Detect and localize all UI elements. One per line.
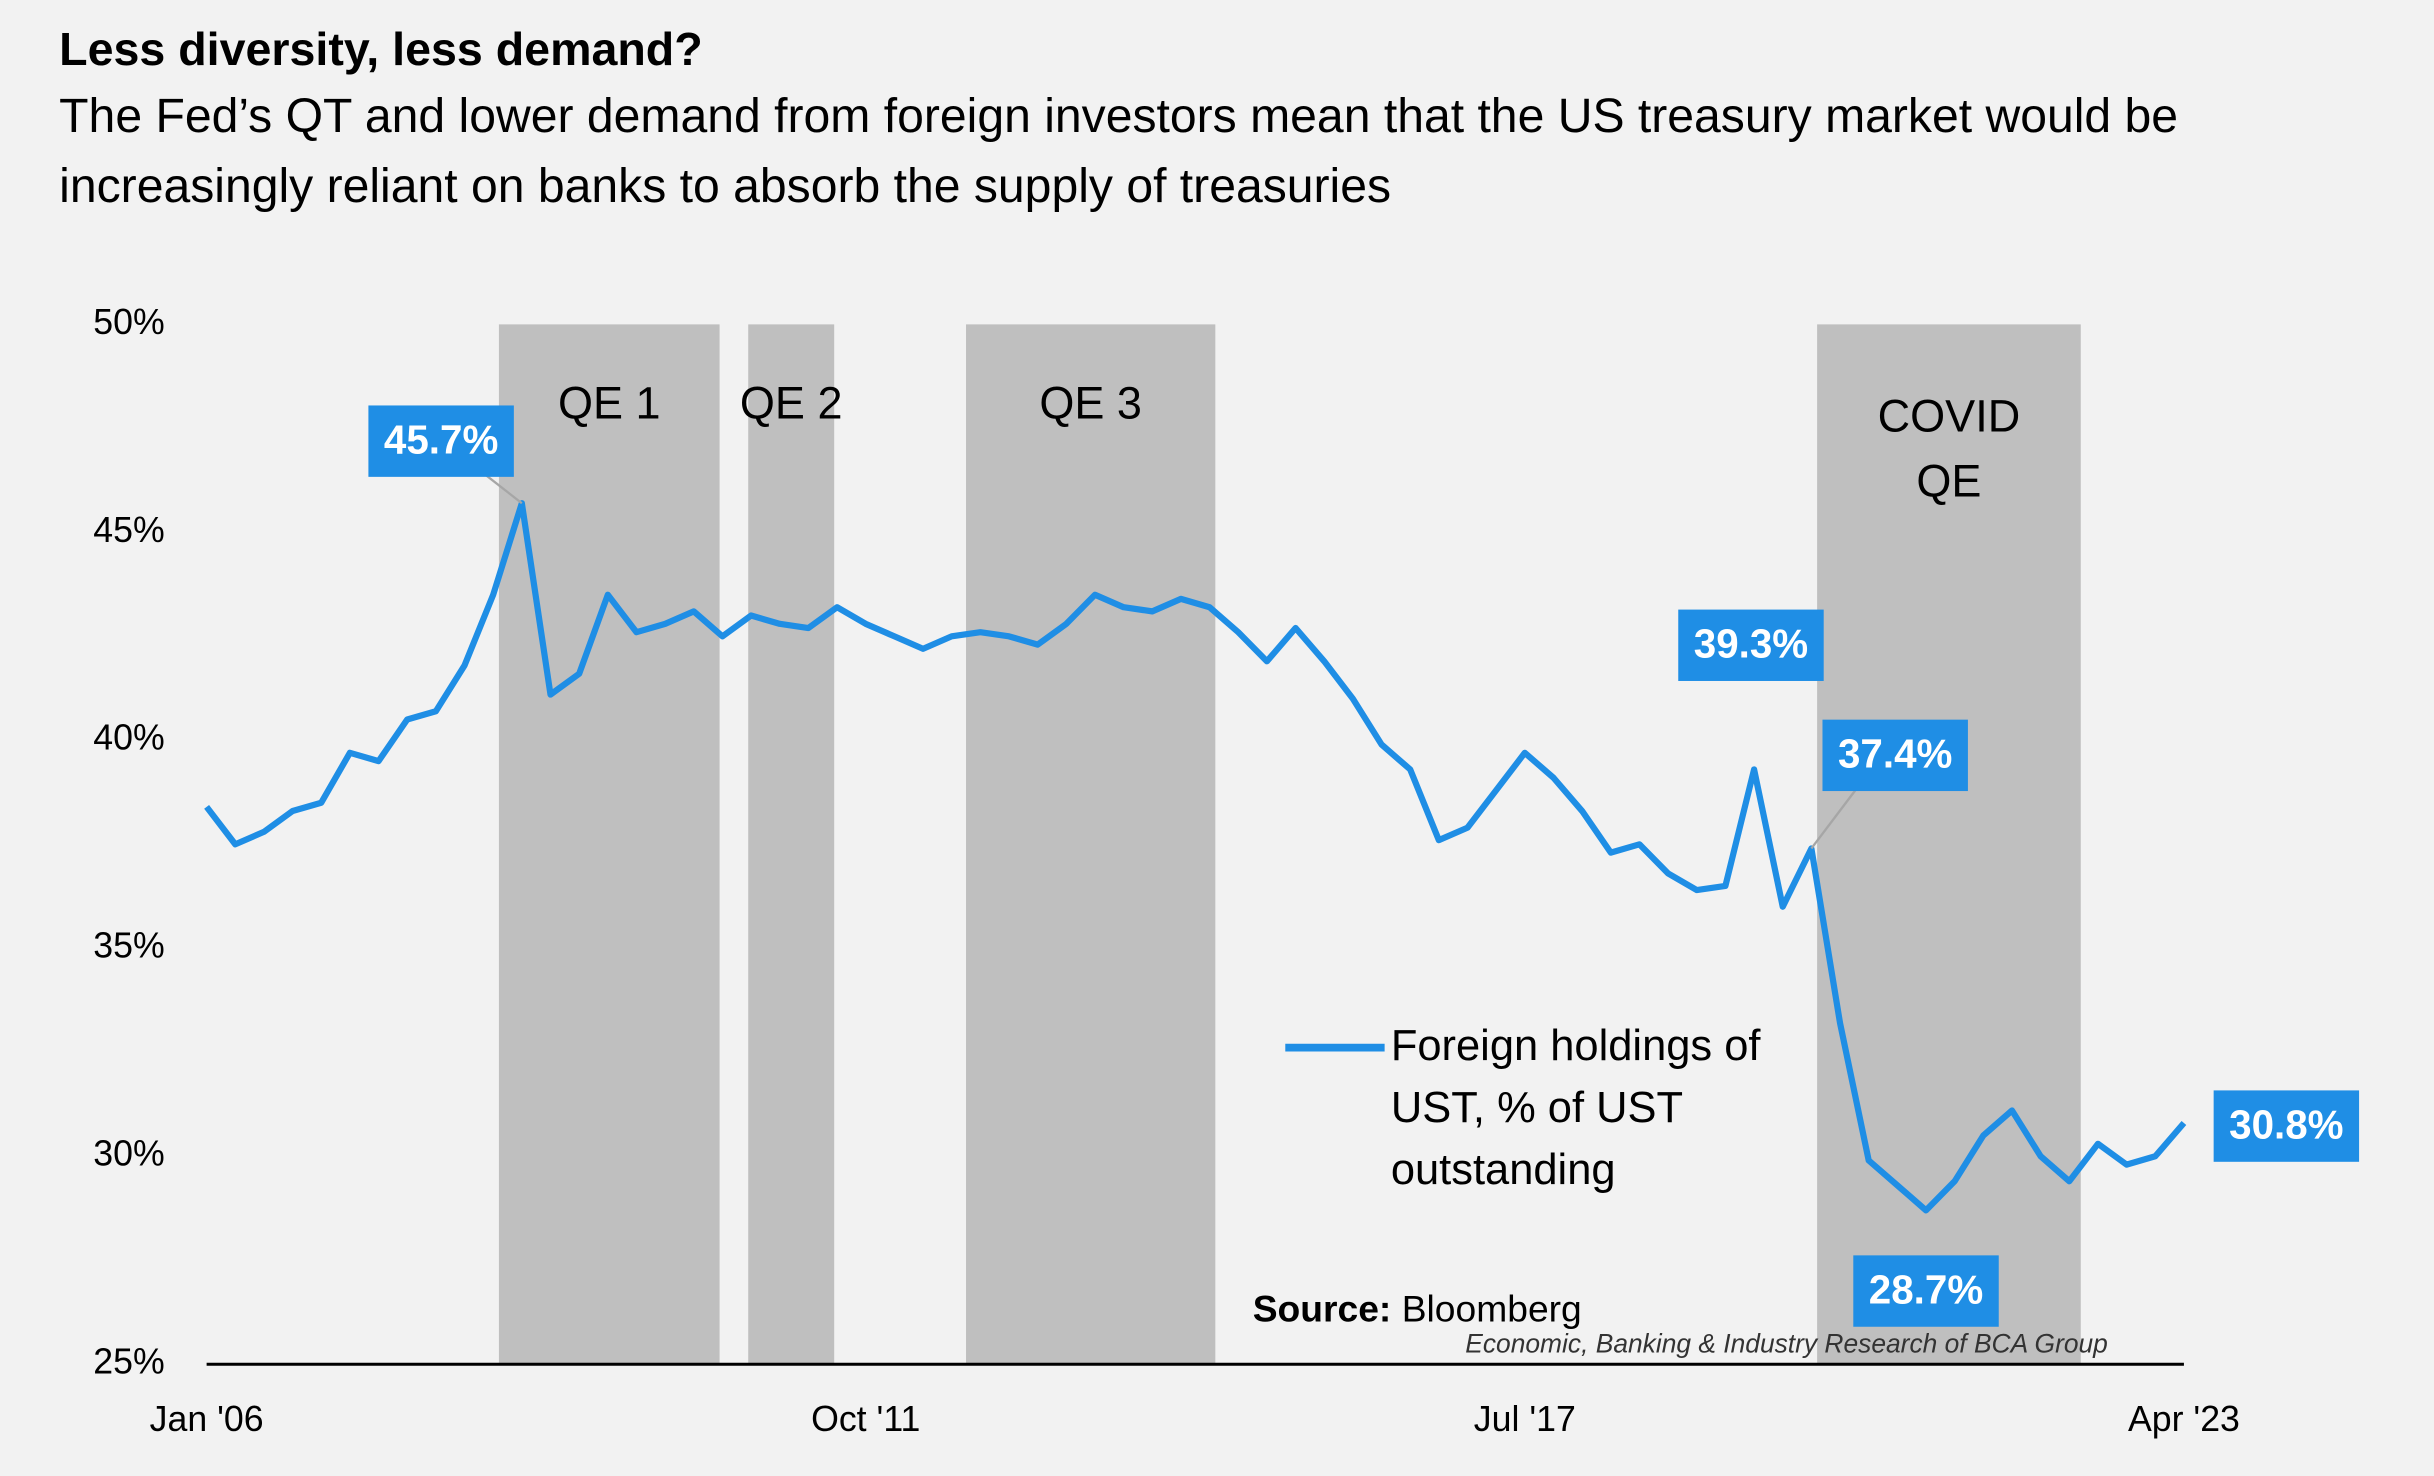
legend-label: Foreign holdings of UST, % of UST outsta… (1390, 1021, 1761, 1194)
region-label: QE 2 (740, 378, 843, 429)
value-labels: 45.7% 39.3% 37.4% 28.7% 30.8% (368, 405, 2360, 1327)
y-tick-label: 30% (93, 1134, 164, 1174)
value-label-box (2213, 1090, 2360, 1162)
source: Bloomberg (1402, 1287, 1582, 1329)
region (498, 324, 720, 1365)
chart-subtitle: The Fed’s QT and lower demand from forei… (59, 88, 2179, 213)
value-label: 30.8% (2229, 1101, 2343, 1147)
region-label: QE 1 (558, 378, 661, 429)
source-label: Source: (1253, 1287, 1392, 1329)
x-tick-label: Oct '11 (811, 1399, 920, 1439)
y-tick-label: 40% (93, 718, 164, 758)
y-tick-label: 35% (93, 926, 164, 966)
axes: 25% 30% 35% 40% 45% 50% Jan '06 Oct '11 Jul '17 A… (93, 302, 2240, 1439)
value-label-box (1822, 719, 1968, 792)
value-label: 39.3% (1694, 620, 1808, 666)
value-label: 37.4% (1838, 731, 1952, 777)
region (748, 324, 835, 1365)
value-label-box (1853, 1255, 1999, 1327)
value-label-box (1678, 609, 1824, 681)
y-tick-label: 25% (93, 1342, 164, 1382)
x-tick-label: Apr '23 (2128, 1399, 2240, 1439)
note: Economic, Banking & Industry Research of… (1465, 1329, 2108, 1359)
region-label: QE 3 (1039, 378, 1142, 429)
legend: Foreign holdings of UST, % of UST outsta… (1390, 1021, 1761, 1194)
region (966, 324, 1216, 1365)
header: Less diversity, less demand? The Fed’s Q… (59, 24, 2179, 213)
y-tick-label: 50% (93, 302, 164, 342)
plot (204, 500, 2187, 1214)
x-tick-label: Jul '17 (1474, 1399, 1576, 1439)
x-tick-label: Jan '06 (150, 1399, 264, 1439)
y-tick-label: 45% (93, 510, 164, 550)
region-label: COVID QE (1878, 390, 2021, 506)
chart-title: Less diversity, less demand? (59, 24, 703, 77)
value-label: 28.7% (1869, 1266, 1983, 1312)
value-label-box (368, 405, 514, 477)
series-line (204, 500, 2187, 1214)
value-label: 45.7% (384, 416, 498, 462)
